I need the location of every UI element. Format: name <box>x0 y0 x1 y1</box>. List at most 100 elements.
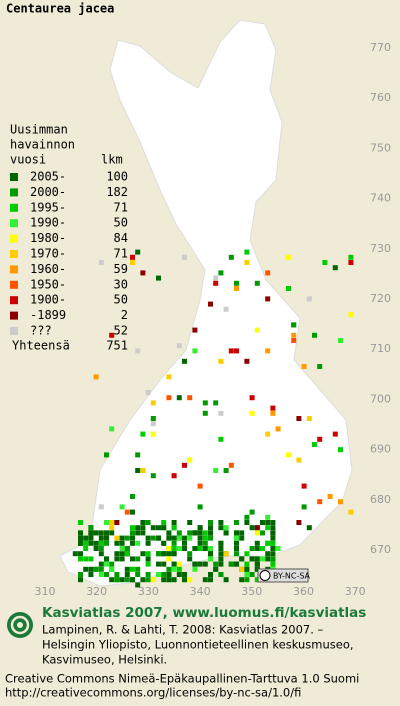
grid-square <box>176 530 182 536</box>
grid-square <box>72 551 78 557</box>
cc-icon <box>259 570 271 581</box>
grid-square <box>312 332 317 338</box>
grid-square <box>104 572 109 577</box>
legend-swatch <box>10 250 18 258</box>
legend-label: -1899 <box>30 308 66 322</box>
grid-square <box>171 520 177 525</box>
grid-square <box>270 546 276 551</box>
grid-square <box>130 540 135 546</box>
grid-square <box>213 468 219 473</box>
grid-square <box>176 572 182 577</box>
grid-square <box>171 561 177 567</box>
grid-square <box>104 561 109 567</box>
grid-square <box>156 572 161 577</box>
grid-square <box>171 473 177 479</box>
grid-square <box>296 416 302 421</box>
grid-square <box>130 260 135 265</box>
grid-square <box>161 520 167 525</box>
grid-square <box>202 577 208 583</box>
grid-square <box>317 499 323 505</box>
grid-square <box>130 535 135 541</box>
legend-swatch <box>10 327 18 335</box>
grid-square <box>176 561 182 567</box>
grid-square <box>171 535 177 541</box>
grid-square <box>78 577 83 583</box>
grid-square <box>296 520 302 525</box>
grid-square <box>197 504 203 510</box>
grid-square <box>135 582 141 588</box>
grid-square <box>166 556 172 562</box>
grid-square <box>156 275 161 281</box>
x-grid-label: 360 <box>293 585 314 598</box>
grid-square <box>270 525 276 531</box>
grid-square <box>338 447 343 453</box>
grid-square <box>228 254 234 260</box>
legend-label: 1950- <box>30 277 66 291</box>
grid-square <box>78 556 83 562</box>
grid-square <box>98 546 104 551</box>
grid-square <box>254 566 260 572</box>
grid-square <box>98 260 104 265</box>
grid-square <box>208 577 213 583</box>
grid-square <box>119 540 125 546</box>
grid-square <box>182 535 187 541</box>
grid-square <box>223 551 229 557</box>
grid-square <box>254 577 260 583</box>
grid-square <box>208 535 213 541</box>
observation-squares <box>72 249 354 588</box>
grid-square <box>218 525 224 531</box>
grid-square <box>83 546 89 551</box>
grid-square <box>140 468 146 473</box>
grid-square <box>218 561 224 567</box>
grid-square <box>265 431 271 437</box>
grid-square <box>182 254 187 260</box>
grid-square <box>145 551 151 557</box>
grid-square <box>78 572 83 577</box>
grid-square <box>192 348 198 354</box>
grid-square <box>208 301 213 307</box>
grid-square <box>202 561 208 567</box>
grid-square <box>119 551 125 557</box>
grid-square <box>265 540 271 546</box>
grid-square <box>239 577 245 583</box>
grid-square <box>228 348 234 354</box>
grid-square <box>145 561 151 567</box>
grid-square <box>265 296 271 302</box>
grid-square <box>150 421 156 427</box>
grid-square <box>270 551 276 557</box>
grid-square <box>166 535 172 541</box>
x-grid-label: 330 <box>138 585 159 598</box>
grid-square <box>78 535 83 541</box>
grid-square <box>270 540 276 546</box>
y-grid-label: 750 <box>370 141 391 154</box>
grid-square <box>104 530 109 536</box>
grid-square <box>270 520 276 525</box>
grid-square <box>119 556 125 562</box>
grid-square <box>249 556 255 562</box>
grid-square <box>130 566 135 572</box>
grid-square <box>124 566 130 572</box>
citation: Kasvimuseo, Helsinki. <box>42 653 167 667</box>
grid-square <box>124 546 130 551</box>
y-grid-label: 730 <box>370 242 391 255</box>
grid-square <box>249 509 255 515</box>
grid-square <box>218 358 224 364</box>
legend-swatch <box>10 203 18 212</box>
grid-square <box>145 535 151 541</box>
grid-square <box>150 535 156 541</box>
grid-square <box>213 280 219 286</box>
grid-square <box>135 525 141 531</box>
grid-square <box>213 561 219 567</box>
grid-square <box>88 530 94 536</box>
grid-square <box>234 286 239 291</box>
grid-square <box>208 572 213 577</box>
grid-square <box>98 530 104 536</box>
grid-square <box>223 525 229 531</box>
grid-square <box>109 426 115 432</box>
grid-square <box>218 410 224 416</box>
grid-square <box>176 343 182 349</box>
grid-square <box>301 364 307 369</box>
grid-square <box>338 338 343 343</box>
grid-square <box>208 520 213 525</box>
grid-square <box>270 530 276 536</box>
